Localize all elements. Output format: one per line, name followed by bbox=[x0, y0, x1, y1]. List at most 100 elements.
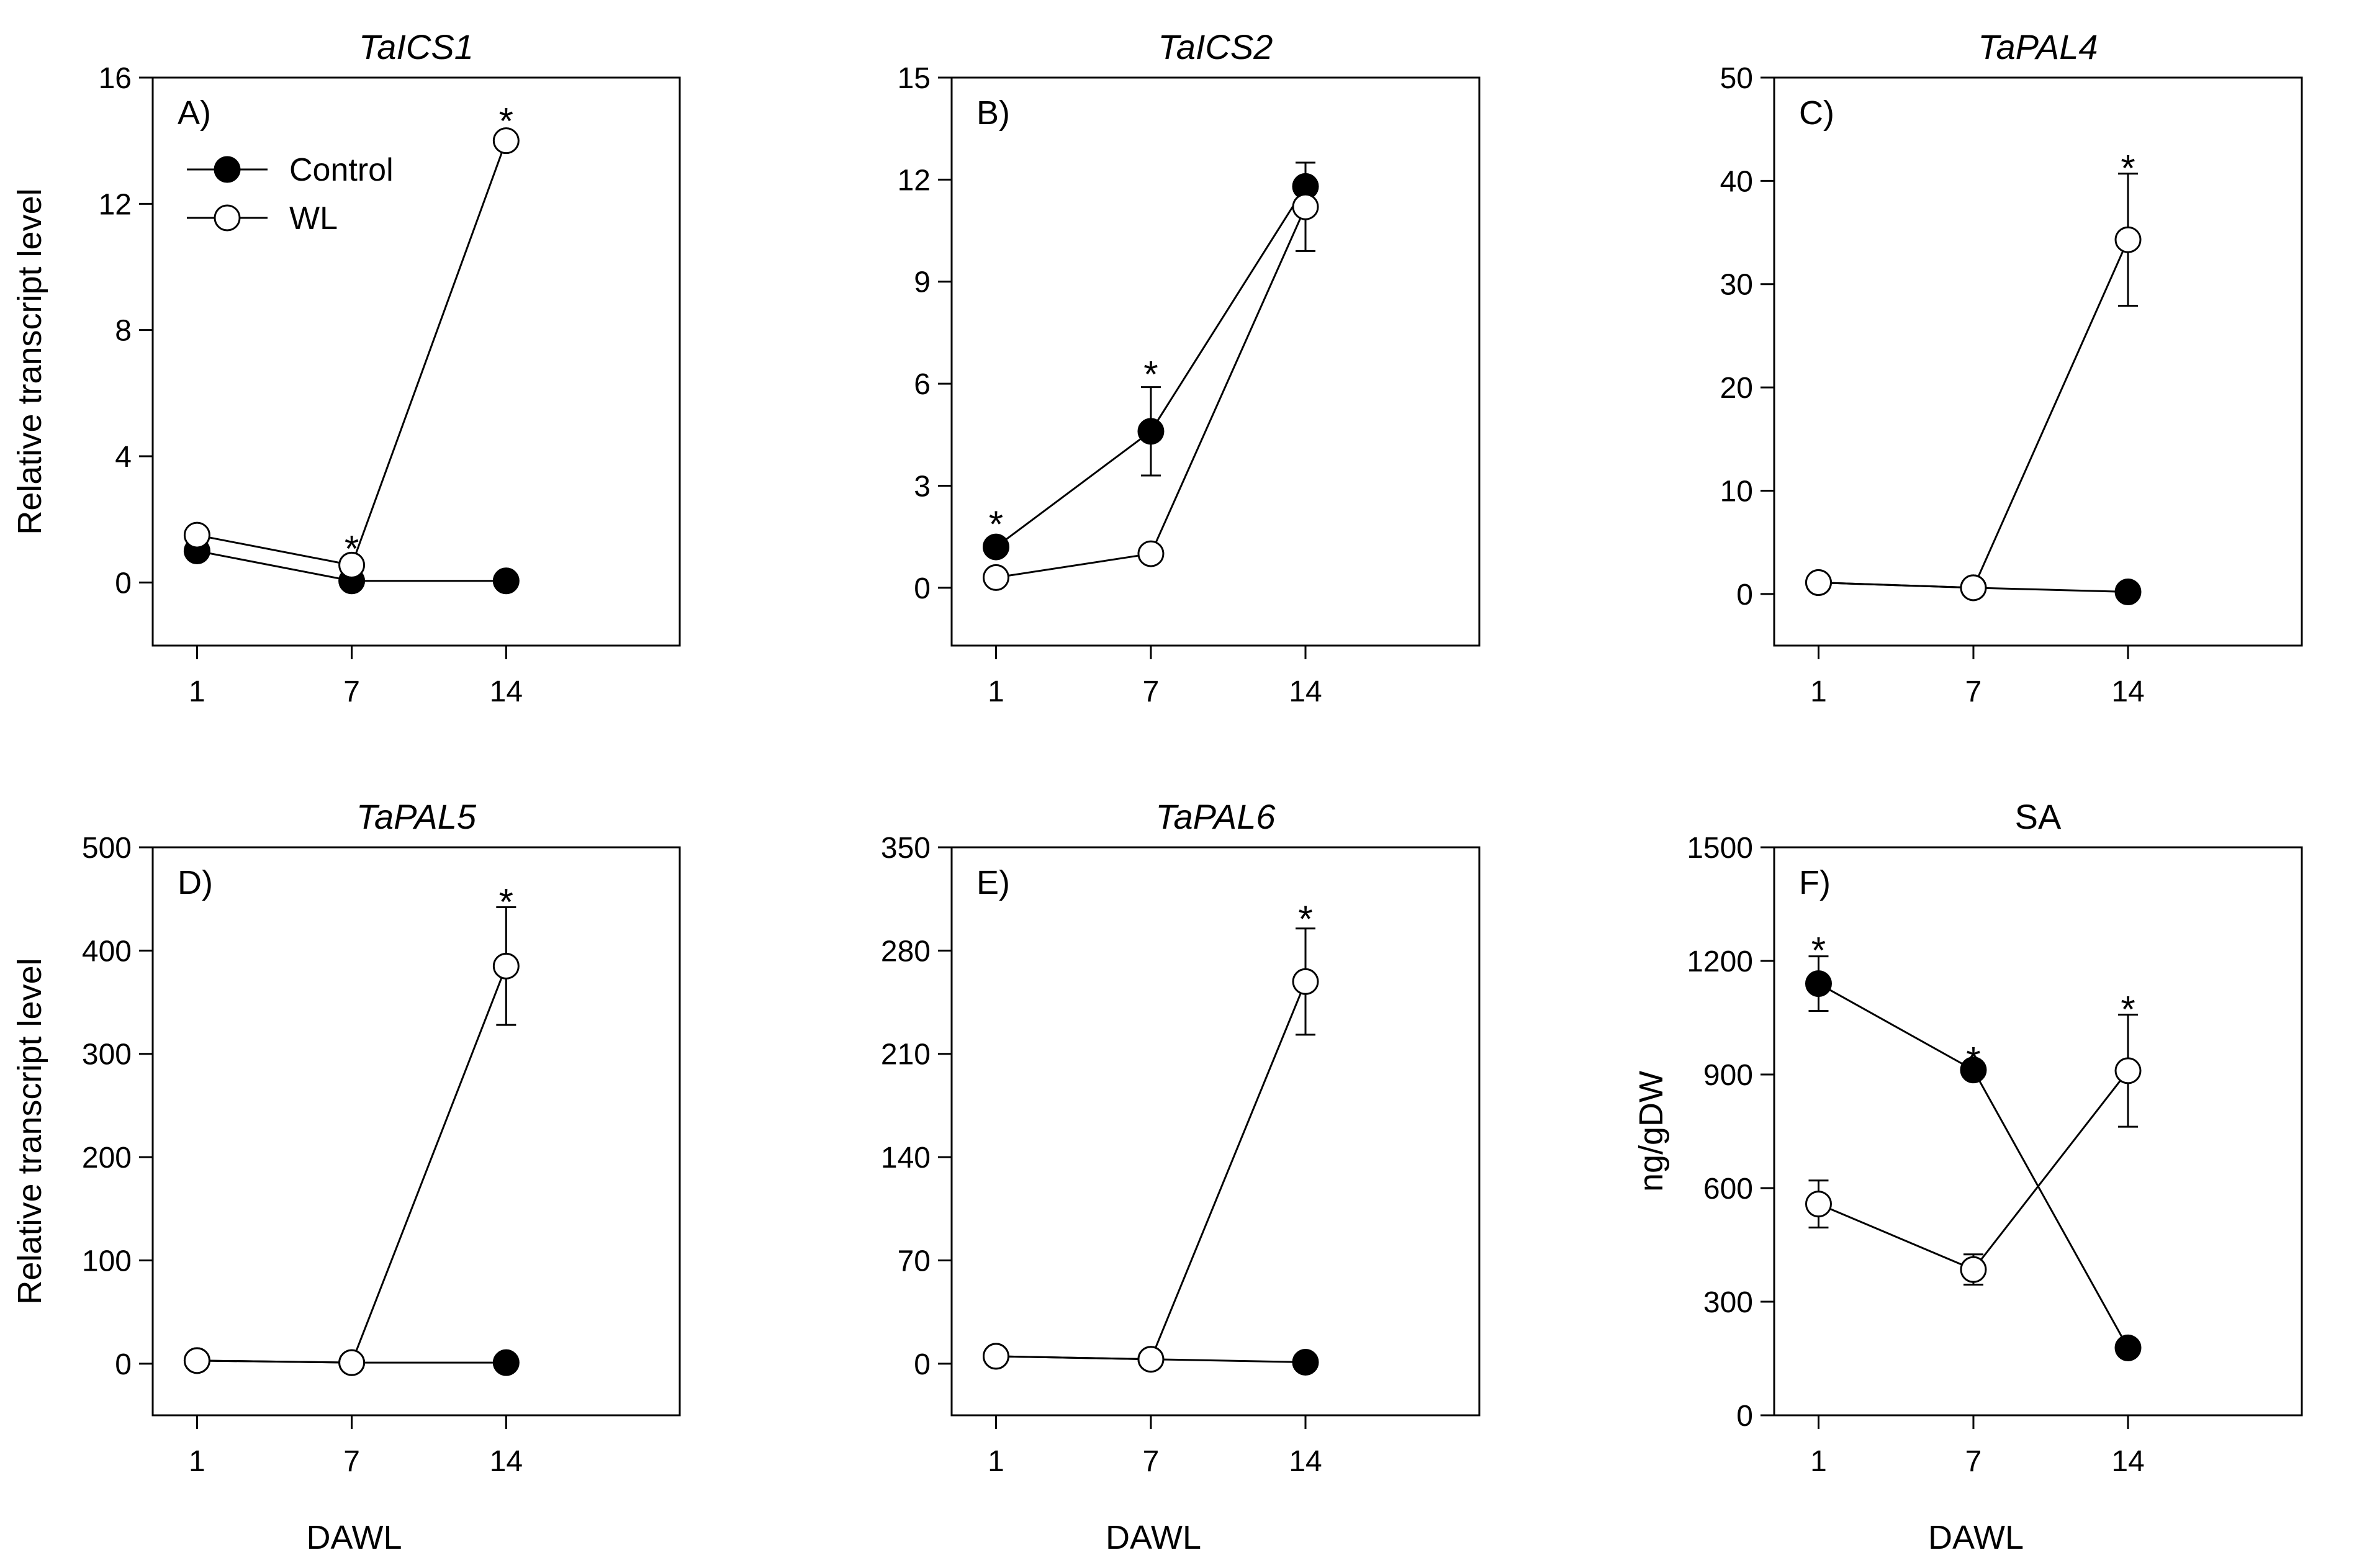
y-tick-label: 12 bbox=[898, 164, 931, 197]
data-point-wl bbox=[1292, 193, 1319, 220]
chart-panel-2: TaICS2 B) 0 3 6 9 12 15 1 7 14 * * bbox=[898, 27, 1481, 708]
data-point-wl bbox=[2114, 226, 2142, 253]
y-tick-label: 3 bbox=[914, 470, 931, 503]
plot-frame bbox=[151, 76, 681, 647]
series-wl bbox=[183, 127, 520, 579]
significance-marker: * bbox=[499, 101, 513, 142]
data-point-control bbox=[1960, 1057, 1987, 1084]
y-tick-label: 10 bbox=[1720, 475, 1753, 508]
chart-panel-5: TaPAL6 E) 0 70 140 210 280 350 1 7 14 DAWL * bbox=[881, 797, 1481, 1556]
chart-title: TaPAL4 bbox=[1978, 27, 2098, 66]
y-tick-label: 500 bbox=[82, 832, 132, 865]
y-tick-label: 40 bbox=[1720, 165, 1753, 198]
significance-marker: * bbox=[345, 528, 359, 569]
y-axis-label: Relative transcript level bbox=[11, 188, 48, 534]
panel-label: D) bbox=[178, 864, 213, 901]
series-wl bbox=[982, 927, 1319, 1373]
data-point-wl bbox=[1292, 968, 1319, 995]
data-point-wl bbox=[1137, 1346, 1165, 1373]
y-tick-label: 300 bbox=[1703, 1286, 1753, 1319]
data-point-wl bbox=[183, 521, 210, 549]
x-tick-label: 7 bbox=[1143, 1445, 1160, 1478]
x-tick-label: 1 bbox=[189, 675, 205, 708]
legend-marker-control bbox=[214, 156, 241, 183]
data-point-wl bbox=[1960, 1256, 1987, 1283]
y-tick-label: 400 bbox=[82, 935, 132, 968]
x-tick-label: 1 bbox=[1810, 1445, 1827, 1478]
significance-marker: * bbox=[1811, 930, 1826, 971]
x-tick-label: 1 bbox=[988, 675, 1004, 708]
chart-panel-1: TaICS1 A) 0 4 8 12 16 1 7 14 Relative transcript l… bbox=[11, 27, 681, 708]
y-tick-label: 0 bbox=[914, 572, 931, 605]
chart-panel-3: TaPAL4 C) 0 10 20 30 40 50 1 7 14 * bbox=[1720, 27, 2303, 708]
y-tick-label: 30 bbox=[1720, 269, 1753, 302]
y-axis-label: ng/gDW bbox=[1633, 1071, 1670, 1192]
legend: Control WL bbox=[187, 152, 394, 237]
x-tick-label: 7 bbox=[1965, 1445, 1982, 1478]
chart-title: TaPAL6 bbox=[1155, 797, 1276, 836]
data-point-wl bbox=[1805, 569, 1832, 597]
y-tick-label: 1200 bbox=[1687, 945, 1753, 978]
x-tick-label: 7 bbox=[343, 675, 360, 708]
y-tick-label: 140 bbox=[881, 1142, 931, 1174]
data-point-control bbox=[492, 567, 520, 595]
data-point-wl bbox=[183, 1347, 210, 1374]
y-tick-label: 100 bbox=[82, 1245, 132, 1277]
y-tick-label: 600 bbox=[1703, 1173, 1753, 1205]
data-point-wl bbox=[2114, 1057, 2142, 1084]
panel-label: E) bbox=[976, 864, 1010, 901]
x-tick-label: 7 bbox=[1143, 675, 1160, 708]
x-axis-label: DAWL bbox=[306, 1519, 402, 1556]
y-axis-label: Relative transcript level bbox=[11, 958, 48, 1304]
y-tick-label: 0 bbox=[115, 1348, 132, 1381]
significance-marker: * bbox=[2121, 148, 2135, 189]
chart-panel-4: TaPAL5 D) 0 100 200 300 400 500 1 7 14 Relative tra… bbox=[11, 797, 681, 1556]
legend-label-control: Control bbox=[289, 152, 394, 188]
data-point-wl bbox=[338, 551, 366, 579]
plot-frame bbox=[1773, 76, 2303, 647]
chart-title: TaICS1 bbox=[359, 27, 474, 66]
significance-marker: * bbox=[499, 881, 513, 923]
data-point-control bbox=[1137, 418, 1165, 445]
plot-frame bbox=[1773, 846, 2303, 1417]
y-tick-label: 9 bbox=[914, 266, 931, 299]
data-point-wl bbox=[1960, 574, 1987, 602]
x-tick-label: 1 bbox=[189, 1445, 205, 1478]
x-tick-label: 14 bbox=[490, 1445, 523, 1478]
y-tick-label: 20 bbox=[1720, 372, 1753, 405]
y-tick-label: 350 bbox=[881, 832, 931, 865]
y-tick-label: 210 bbox=[881, 1039, 931, 1071]
x-tick-label: 7 bbox=[343, 1445, 360, 1478]
data-point-wl bbox=[338, 1349, 366, 1376]
chart-title: TaPAL5 bbox=[356, 797, 477, 836]
x-axis-label: DAWL bbox=[1106, 1519, 1201, 1556]
data-point-wl bbox=[492, 127, 520, 155]
significance-marker: * bbox=[2121, 988, 2135, 1030]
y-tick-label: 300 bbox=[82, 1039, 132, 1071]
y-tick-label: 0 bbox=[914, 1348, 931, 1381]
legend-label-wl: WL bbox=[289, 201, 338, 237]
series-wl bbox=[183, 906, 520, 1376]
y-tick-label: 200 bbox=[82, 1142, 132, 1174]
data-point-wl bbox=[982, 564, 1009, 591]
x-axis-label: DAWL bbox=[1928, 1519, 2024, 1556]
significance-marker: * bbox=[1143, 354, 1158, 395]
data-point-control bbox=[1805, 970, 1832, 998]
legend-marker-wl bbox=[214, 204, 241, 232]
significance-marker: * bbox=[1298, 898, 1312, 940]
data-point-control bbox=[492, 1349, 520, 1376]
y-tick-label: 12 bbox=[99, 188, 132, 221]
plot-frame bbox=[950, 846, 1481, 1417]
x-tick-label: 14 bbox=[1289, 675, 1322, 708]
data-point-wl bbox=[492, 952, 520, 980]
y-tick-label: 6 bbox=[914, 368, 931, 401]
series-control bbox=[1805, 955, 2142, 1361]
y-tick-label: 8 bbox=[115, 315, 132, 348]
y-tick-label: 70 bbox=[898, 1245, 931, 1277]
y-tick-label: 50 bbox=[1720, 62, 1753, 95]
data-point-control bbox=[2114, 1334, 2142, 1361]
data-point-wl bbox=[982, 1343, 1009, 1370]
plot-frame bbox=[950, 76, 1481, 647]
